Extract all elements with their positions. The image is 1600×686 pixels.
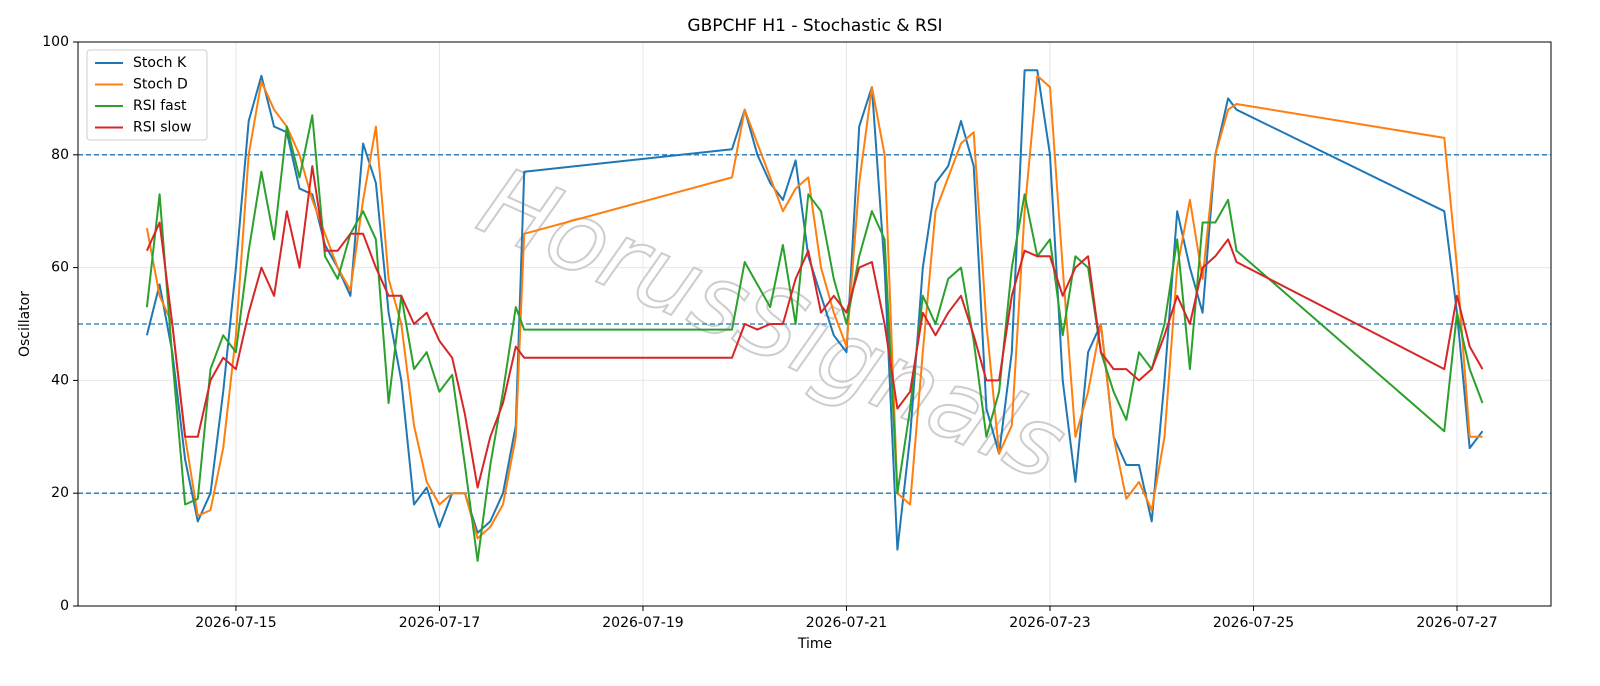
- series-line: [145, 165, 1484, 489]
- x-tick-label: 2026-07-19: [602, 615, 683, 631]
- y-tick-label: 100: [42, 34, 69, 50]
- y-tick-label: 80: [51, 147, 69, 163]
- y-tick-label: 40: [51, 372, 69, 388]
- y-tick-label: 20: [51, 485, 69, 501]
- x-tick-label: 2026-07-27: [1416, 615, 1497, 631]
- x-tick-label: 2026-07-17: [399, 615, 480, 631]
- x-tick-label: 2026-07-25: [1213, 615, 1294, 631]
- plot-frame: [77, 41, 1552, 607]
- legend-label: Stoch K: [133, 55, 187, 71]
- series-line: [145, 114, 1484, 562]
- series-line: [145, 74, 1483, 540]
- x-tick-label: 2026-07-15: [195, 615, 276, 631]
- y-tick-label: 0: [60, 598, 69, 614]
- y-tick-label: 60: [51, 260, 69, 276]
- legend-label: RSI fast: [133, 98, 187, 114]
- x-axis-label: Time: [797, 636, 832, 652]
- legend-box: [86, 49, 208, 141]
- legend-label: RSI slow: [133, 120, 191, 136]
- x-tick-label: 2026-07-21: [806, 615, 887, 631]
- y-axis-label: Oscillator: [17, 291, 33, 357]
- legend-label: Stoch D: [133, 77, 188, 93]
- chart-title: GBPCHF H1 - Stochastic & RSI: [687, 16, 942, 36]
- x-tick-label: 2026-07-23: [1009, 615, 1090, 631]
- series-line: [145, 69, 1484, 551]
